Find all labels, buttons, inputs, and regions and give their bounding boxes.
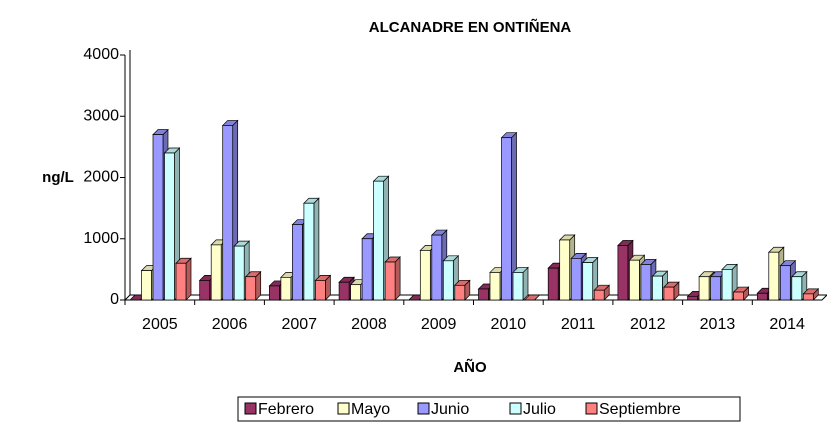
bar-side [522, 266, 529, 301]
x-tick-label: 2008 [351, 316, 387, 333]
x-tick-label: 2010 [491, 316, 527, 333]
bar-front [779, 265, 791, 301]
bar-front [559, 239, 571, 301]
bar-front [570, 258, 582, 301]
bar-front [721, 269, 733, 301]
chart-title: ALCANADRE EN ONTIÑENA [369, 18, 572, 36]
legend-label: Julio [523, 401, 556, 418]
bar-front [384, 261, 396, 301]
bar-front [350, 284, 361, 301]
y-tick-label: 2000 [83, 169, 119, 186]
bar-front [269, 285, 280, 301]
legend-label: Febrero [258, 401, 314, 418]
y-tick-label: 0 [110, 291, 119, 308]
legend-swatch [337, 402, 350, 415]
bar-front [710, 276, 721, 301]
bar-front [222, 125, 234, 301]
y-tick-label: 3000 [83, 107, 119, 124]
bar-front [199, 280, 211, 301]
bar [384, 256, 401, 301]
bar-front [315, 280, 326, 301]
bar-front [280, 276, 292, 301]
bar [790, 270, 808, 301]
bar-front [768, 251, 780, 301]
bar-front [141, 270, 152, 301]
bar-front [303, 202, 315, 301]
x-tick-label: 2009 [421, 316, 457, 333]
bar-front [698, 276, 710, 301]
bar-front [663, 286, 675, 301]
bar-front [419, 250, 431, 301]
bar-front [292, 224, 303, 301]
bar-front [547, 267, 559, 301]
x-tick-label: 2007 [281, 316, 317, 333]
bar [500, 131, 518, 301]
bar [593, 284, 611, 301]
bar-front [501, 137, 512, 301]
bar-front [245, 276, 257, 301]
bar [453, 279, 471, 301]
bar [244, 270, 262, 301]
bar-front [373, 180, 384, 301]
bar-front [756, 292, 768, 301]
bar-front [338, 281, 350, 301]
bar [802, 288, 820, 301]
bar [663, 281, 680, 301]
bar-front [582, 262, 594, 301]
legend-swatch [509, 402, 522, 415]
bar-front [175, 262, 187, 301]
bar-front [652, 275, 663, 301]
x-tick-label: 2005 [142, 316, 178, 333]
bar-side [185, 257, 192, 301]
bar-front [733, 291, 744, 301]
bar-top [523, 294, 541, 301]
bar [523, 294, 541, 301]
bar-front [617, 245, 629, 301]
bar-front [593, 289, 605, 301]
bar-front [802, 293, 814, 301]
bar-front [164, 152, 175, 301]
legend-label: Mayo [351, 401, 390, 418]
bar-front [442, 260, 454, 301]
legend-swatch [417, 402, 430, 415]
y-tick-label: 1000 [83, 230, 119, 247]
y-tick-label: 4000 [83, 46, 119, 63]
legend-swatch [585, 402, 598, 415]
legend-box [237, 396, 741, 422]
bar-front [512, 272, 524, 301]
bar-front [233, 245, 245, 301]
bar [732, 286, 750, 301]
bar-front [210, 244, 222, 301]
x-tick-label: 2013 [700, 316, 736, 333]
bar-front [791, 276, 803, 301]
bar [175, 257, 192, 301]
bar-front [687, 295, 698, 301]
x-tick-label: 2006 [212, 316, 248, 333]
x-axis-label: AÑO [453, 358, 487, 376]
bar-front [640, 264, 652, 301]
bar-front [489, 272, 501, 301]
bar-side [394, 256, 401, 301]
x-tick-label: 2014 [769, 316, 805, 333]
bar-front [454, 284, 466, 301]
x-tick-label: 2012 [630, 316, 666, 333]
y-axis-label: ng/L [42, 169, 74, 186]
legend-swatch [244, 402, 257, 415]
x-tick-label: 2011 [561, 316, 596, 333]
legend-label: Septiembre [599, 401, 681, 418]
legend-label: Junio [431, 401, 469, 418]
bar [303, 197, 320, 301]
bar-front [431, 234, 443, 301]
bar [314, 274, 332, 301]
bar-front [629, 259, 640, 301]
bar-front [152, 134, 164, 301]
bar-front [361, 238, 373, 301]
bar [512, 266, 529, 301]
bar-front [478, 288, 489, 301]
